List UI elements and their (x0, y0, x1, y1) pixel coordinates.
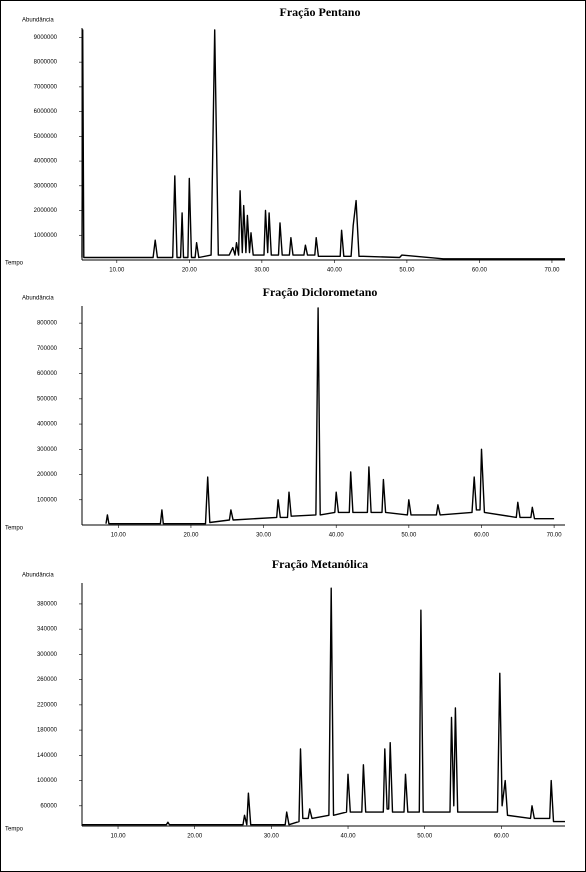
panel-title: Fração Pentano (280, 5, 361, 19)
chromatogram-trace (82, 587, 565, 826)
x-tick-label: 70.00 (544, 268, 560, 274)
x-tick-label: 20.00 (187, 834, 203, 840)
y-tick-label: 300000 (37, 447, 58, 453)
y-tick-label: 140000 (37, 753, 58, 759)
x-tick-label: 40.00 (341, 834, 357, 840)
x-tick-label: 60.00 (494, 834, 510, 840)
x-tick-label: 20.00 (182, 268, 198, 274)
y-tick-label: 500000 (37, 396, 58, 402)
y-tick-label: 3000000 (34, 183, 58, 189)
y-tick-label: 4000000 (34, 159, 58, 165)
x-tick-label: 50.00 (399, 268, 415, 274)
y-tick-label: 800000 (37, 321, 58, 327)
x-tick-label: 50.00 (401, 533, 417, 539)
y-tick-label: 5000000 (34, 134, 58, 140)
x-axis-label: Tempo (5, 827, 24, 833)
x-tick-label: 30.00 (264, 834, 280, 840)
y-tick-label: 200000 (37, 472, 58, 478)
x-tick-label: 10.00 (109, 268, 125, 274)
panel-title: Fração Metanólica (272, 557, 368, 571)
x-tick-label: 60.00 (472, 268, 488, 274)
y-tick-label: 340000 (37, 627, 58, 633)
y-tick-label: 9000000 (34, 35, 58, 41)
y-axis-label: Abundância (22, 18, 54, 24)
x-tick-label: 40.00 (329, 533, 345, 539)
y-tick-label: 600000 (37, 371, 58, 377)
y-tick-label: 6000000 (34, 109, 58, 115)
chromatogram-trace (81, 29, 565, 260)
y-tick-label: 400000 (37, 422, 58, 428)
y-tick-label: 260000 (37, 677, 58, 683)
panel-title: Fração Diclorometano (263, 285, 378, 299)
x-tick-label: 10.00 (111, 533, 127, 539)
y-tick-label: 220000 (37, 702, 58, 708)
x-axis-label: Tempo (5, 261, 24, 267)
y-tick-label: 8000000 (34, 60, 58, 66)
y-tick-label: 100000 (37, 778, 58, 784)
y-tick-label: 180000 (37, 728, 58, 734)
y-tick-label: 700000 (37, 346, 58, 352)
y-tick-label: 100000 (37, 497, 58, 503)
y-axis-label: Abundância (22, 573, 54, 579)
y-tick-label: 380000 (37, 602, 58, 608)
x-axis-label: Tempo (5, 526, 24, 532)
x-tick-label: 30.00 (254, 268, 270, 274)
chromatogram-trace (105, 307, 555, 525)
y-tick-label: 60000 (40, 803, 57, 809)
x-tick-label: 70.00 (547, 533, 563, 539)
x-tick-label: 40.00 (327, 268, 343, 274)
x-tick-label: 30.00 (256, 533, 272, 539)
x-tick-label: 20.00 (183, 533, 199, 539)
y-tick-label: 1000000 (34, 233, 58, 239)
x-tick-label: 10.00 (111, 834, 127, 840)
x-tick-label: 50.00 (417, 834, 433, 840)
y-axis-label: Abundância (22, 296, 54, 302)
y-tick-label: 300000 (37, 652, 58, 658)
y-tick-label: 2000000 (34, 208, 58, 214)
x-tick-label: 60.00 (474, 533, 490, 539)
y-tick-label: 7000000 (34, 84, 58, 90)
